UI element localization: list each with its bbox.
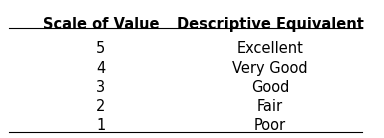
Text: Excellent: Excellent <box>237 41 304 56</box>
Text: 1: 1 <box>96 118 106 133</box>
Text: 4: 4 <box>96 61 106 76</box>
Text: Good: Good <box>251 80 289 95</box>
Text: 5: 5 <box>96 41 106 56</box>
Text: 3: 3 <box>96 80 105 95</box>
Text: Fair: Fair <box>257 99 283 114</box>
Text: Very Good: Very Good <box>232 61 308 76</box>
Text: Scale of Value: Scale of Value <box>43 17 159 32</box>
Text: Poor: Poor <box>254 118 286 133</box>
Text: Descriptive Equivalent: Descriptive Equivalent <box>177 17 364 32</box>
Text: 2: 2 <box>96 99 106 114</box>
